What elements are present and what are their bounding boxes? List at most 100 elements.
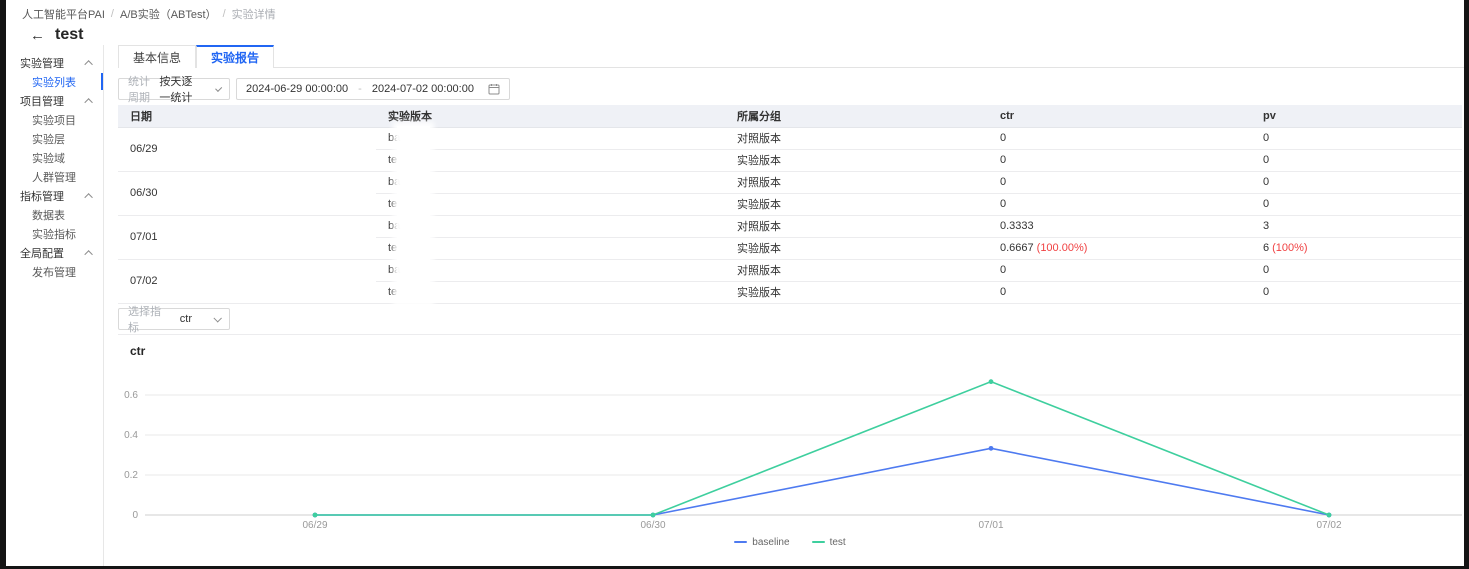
ctr-cell: 0 (988, 149, 1251, 172)
table-row: 06/29 ba 对照版本 0 0 (118, 127, 1462, 172)
date-cell: 06/29 (118, 127, 376, 172)
sidebar-item-实验层[interactable]: 实验层 (32, 133, 65, 146)
table-header-row: 日期 实验版本 所属分组 ctr pv (118, 105, 1462, 128)
pv-cell: 0 (1251, 127, 1462, 150)
legend-label: baseline (752, 536, 790, 548)
breadcrumb-item-platform[interactable]: 人工智能平台PAI (22, 9, 105, 21)
tab-experiment-report[interactable]: 实验报告 (196, 45, 275, 68)
version-cell: ba (376, 171, 725, 194)
ctr-cell: 0.3333 (988, 215, 1251, 238)
pv-delta: (100%) (1272, 242, 1308, 254)
period-select-value: 按天逐一统计 (159, 76, 193, 104)
table-row: te 实验版本 0 0 (118, 193, 1462, 216)
chart-title: ctr (130, 343, 146, 358)
group-cell: 实验版本 (725, 281, 988, 304)
pv-cell: 3 (1251, 215, 1462, 238)
sidebar-group-2[interactable]: 指标管理 (6, 186, 103, 205)
svg-text:0: 0 (132, 510, 138, 521)
version-cell: ba (376, 215, 725, 238)
sidebar-group-label: 指标管理 (20, 190, 64, 203)
legend-line-icon (811, 541, 825, 543)
version-cell: te (376, 237, 725, 260)
ctr-cell: 0 (988, 127, 1251, 150)
metric-select-value: ctr (179, 312, 193, 325)
group-cell: 对照版本 (725, 171, 988, 194)
ctr-delta: (100.00%) (1036, 242, 1088, 254)
svg-text:06/29: 06/29 (302, 520, 327, 531)
svg-text:0.6: 0.6 (124, 390, 138, 401)
version-cell: te (376, 281, 725, 304)
version-cell: te (376, 149, 725, 172)
version-cell: te (376, 193, 725, 216)
ctr-cell: 0 (988, 171, 1251, 194)
sidebar-item-实验指标[interactable]: 实验指标 (32, 228, 76, 241)
chevron-up-icon (84, 249, 93, 259)
pv-cell: 0 (1251, 149, 1462, 172)
chevron-up-icon (84, 97, 93, 107)
legend-item-test[interactable]: test (811, 536, 846, 548)
sidebar-group-1[interactable]: 项目管理 (6, 91, 103, 110)
sidebar-item-人群管理[interactable]: 人群管理 (32, 171, 76, 184)
pv-cell: 0 (1251, 259, 1462, 282)
breadcrumb-item-abtest[interactable]: A/B实验（ABTest） (119, 9, 217, 21)
chart-legend: baseline test (118, 537, 1462, 548)
back-arrow-icon[interactable]: ← (30, 26, 45, 44)
metric-select[interactable]: 选择指标 ctr (118, 306, 230, 334)
table-row: te 实验版本 0.6667 (100.00%) 6 (100%) (118, 237, 1462, 260)
chevron-down-icon (215, 84, 223, 92)
version-cell: ba (376, 259, 725, 282)
date-start-value[interactable]: 2024-06-29 00:00:00 (246, 83, 349, 95)
calendar-icon[interactable] (488, 83, 500, 95)
column-header: 实验版本 (376, 105, 725, 128)
sidebar-group-0[interactable]: 实验管理 (6, 53, 103, 72)
top-header: 人工智能平台PAI / A/B实验（ABTest） / 实验详情 ← test (6, 0, 1464, 45)
sidebar-item-发布管理[interactable]: 发布管理 (32, 266, 76, 279)
tab-basic-info[interactable]: 基本信息 (118, 45, 197, 68)
body-row: 实验管理实验列表项目管理实验项目实验层实验域人群管理指标管理数据表实验指标全局配… (6, 45, 1464, 566)
column-header: ctr (988, 105, 1251, 128)
date-range-separator: - (358, 83, 362, 95)
sidebar-item-数据表[interactable]: 数据表 (32, 209, 65, 222)
legend-item-baseline[interactable]: baseline (734, 536, 790, 548)
table-row: 06/30 ba 对照版本 0 0 (118, 171, 1462, 216)
svg-text:0.4: 0.4 (124, 430, 138, 441)
sidebar-item-实验列表[interactable]: 实验列表 (6, 72, 103, 91)
column-header: 日期 (118, 105, 376, 128)
sidebar-group-3[interactable]: 全局配置 (6, 243, 103, 262)
redaction-overlay (397, 126, 430, 303)
chevron-up-icon (84, 192, 93, 202)
group-cell: 实验版本 (725, 193, 988, 216)
sidebar-group-label: 实验管理 (20, 57, 64, 70)
svg-text:06/30: 06/30 (640, 520, 665, 531)
group-cell: 实验版本 (725, 237, 988, 260)
svg-text:07/01: 07/01 (978, 520, 1003, 531)
date-cell: 06/30 (118, 171, 376, 216)
pv-cell: 6 (100%) (1251, 237, 1462, 260)
legend-label: test (829, 536, 846, 548)
date-range-picker[interactable]: 2024-06-29 00:00:00 - 2024-07-02 00:00:0… (236, 78, 510, 100)
pv-cell: 0 (1251, 281, 1462, 304)
breadcrumb-separator: / (110, 8, 114, 20)
pv-cell: 0 (1251, 193, 1462, 216)
sidebar-item-实验域[interactable]: 实验域 (32, 152, 65, 165)
period-select[interactable]: 统计周期 按天逐一统计 (118, 76, 230, 104)
sidebar-group-label: 项目管理 (20, 95, 64, 108)
ctr-cell: 0 (988, 259, 1251, 282)
sidebar-group-label: 全局配置 (20, 247, 64, 260)
group-cell: 对照版本 (725, 215, 988, 238)
tab-bar: 基本信息 实验报告 (118, 45, 1464, 68)
group-cell: 对照版本 (725, 259, 988, 282)
ctr-line-chart: 0 0.2 0.4 0.6 06/29 06/30 07/01 07/02 (124, 378, 1462, 531)
breadcrumb-item-detail: 实验详情 (231, 9, 276, 21)
sidebar-item-实验项目[interactable]: 实验项目 (32, 114, 76, 127)
breadcrumb-separator: / (222, 8, 226, 20)
date-end-value[interactable]: 2024-07-02 00:00:00 (371, 83, 474, 95)
content-area: 基本信息 实验报告 统计周期 按天逐一统计 2024-06-29 00:00:0… (104, 45, 1464, 566)
table-row: te 实验版本 0 0 (118, 149, 1462, 172)
filter-row: 统计周期 按天逐一统计 2024-06-29 00:00:00 - 2024-0… (118, 76, 1464, 104)
group-cell: 实验版本 (725, 149, 988, 172)
page-title: test (55, 26, 84, 43)
version-cell: ba (376, 127, 725, 150)
sidebar: 实验管理实验列表项目管理实验项目实验层实验域人群管理指标管理数据表实验指标全局配… (6, 45, 104, 566)
